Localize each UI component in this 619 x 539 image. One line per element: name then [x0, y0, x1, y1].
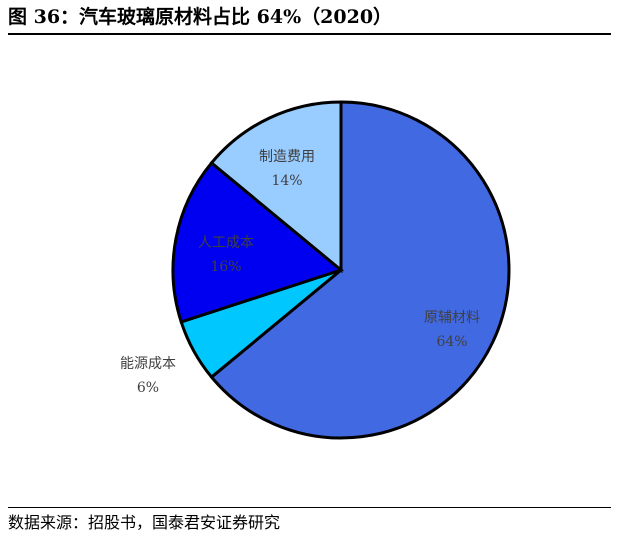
data-source: 数据来源：招股书，国泰君安证券研究 — [8, 513, 281, 532]
slice-label-1: 原辅材料 — [424, 310, 480, 326]
figure-title: 图 36：汽车玻璃原材料占比 64%（2020） — [8, 6, 393, 28]
slice-label-2: 能源成本 — [120, 356, 176, 372]
pie-slices — [171, 100, 511, 440]
slice-value-label-3: 16% — [210, 259, 241, 275]
title-divider — [8, 33, 611, 35]
slice-label-3: 人工成本 — [198, 235, 254, 251]
pie-chart: 原辅材料 64% 能源成本 6% 人工成本 16% 制造费用 14% — [120, 100, 511, 440]
pie-slice-4 — [209, 100, 343, 274]
slice-label-4: 制造费用 — [259, 149, 315, 165]
source-divider — [8, 507, 611, 508]
pie-slice-3 — [171, 160, 345, 324]
pie-slice-1 — [209, 100, 511, 440]
pie-labels: 原辅材料 64% 能源成本 6% 人工成本 16% 制造费用 14% — [120, 149, 480, 396]
slice-value-label-1: 64% — [436, 334, 467, 350]
slice-value-label-4: 14% — [271, 173, 302, 189]
slice-value-label-2: 6% — [137, 380, 159, 396]
